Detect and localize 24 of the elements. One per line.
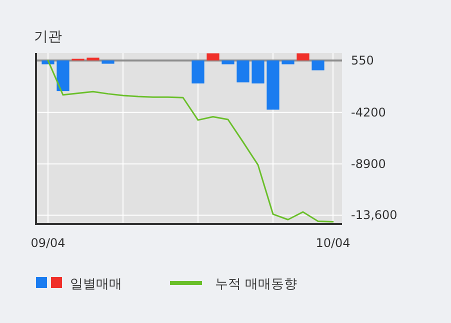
bar bbox=[86, 58, 100, 60]
legend: 누적 매매동향 bbox=[170, 277, 298, 292]
y-tick-label: -13,600 bbox=[351, 208, 398, 222]
y-tick-label: -4200 bbox=[351, 105, 386, 120]
x-tick-label: 10/04 bbox=[316, 236, 350, 250]
bar bbox=[312, 60, 324, 70]
y-tick-label: 550 bbox=[351, 53, 374, 68]
chart-title: 기관 bbox=[34, 29, 62, 45]
bar bbox=[192, 60, 204, 84]
legend-label: 누적 매매동향 bbox=[215, 277, 298, 292]
bar bbox=[236, 60, 250, 82]
bar bbox=[102, 60, 114, 64]
bar bbox=[222, 60, 234, 64]
legend-label: 일별매매 bbox=[70, 277, 122, 292]
bar bbox=[56, 60, 70, 92]
bar bbox=[206, 53, 220, 60]
legend: 일별매매 bbox=[36, 277, 122, 292]
bar bbox=[282, 60, 294, 64]
y-tick-label: -8900 bbox=[351, 156, 386, 171]
bar bbox=[252, 60, 264, 84]
bar bbox=[296, 53, 310, 60]
x-tick-label: 09/04 bbox=[30, 236, 66, 250]
bar bbox=[266, 60, 280, 110]
line-series bbox=[47, 60, 334, 223]
